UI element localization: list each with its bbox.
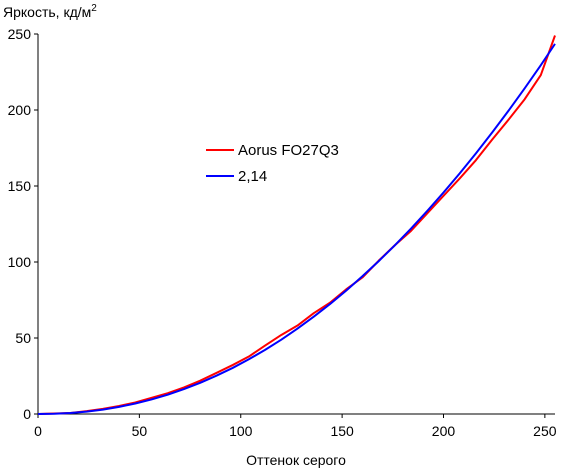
y-tick-label: 150 <box>8 178 32 194</box>
y-tick-label: 50 <box>15 330 31 346</box>
x-tick-label: 250 <box>533 423 557 439</box>
series-line-aorus <box>37 35 556 415</box>
series-line-gamma <box>37 43 556 415</box>
x-tick-label: 200 <box>432 423 456 439</box>
x-tick-label: 0 <box>34 423 42 439</box>
x-axis-title: Оттенок серого <box>246 452 346 468</box>
y-tick-label: 250 <box>8 26 32 42</box>
y-axis-title-main: Яркость, кд/м <box>3 4 91 20</box>
series-layer <box>37 35 556 415</box>
x-tick-label: 150 <box>330 423 354 439</box>
x-tick-label: 100 <box>229 423 253 439</box>
y-tick-label: 100 <box>8 254 32 270</box>
y-axis-title: Яркость, кд/м2 <box>3 3 97 20</box>
legend: Aorus FO27Q3 2,14 <box>206 142 339 185</box>
y-tick-label: 200 <box>8 102 32 118</box>
legend-label-aorus: Aorus FO27Q3 <box>238 142 339 159</box>
ticks-layer: 0 50 100 150 200 250 0 50 100 150 200 250 <box>8 26 557 439</box>
x-tick-label: 50 <box>132 423 148 439</box>
legend-label-gamma: 2,14 <box>238 168 267 185</box>
y-axis-title-superscript: 2 <box>91 3 97 14</box>
y-tick-label: 0 <box>23 406 31 422</box>
